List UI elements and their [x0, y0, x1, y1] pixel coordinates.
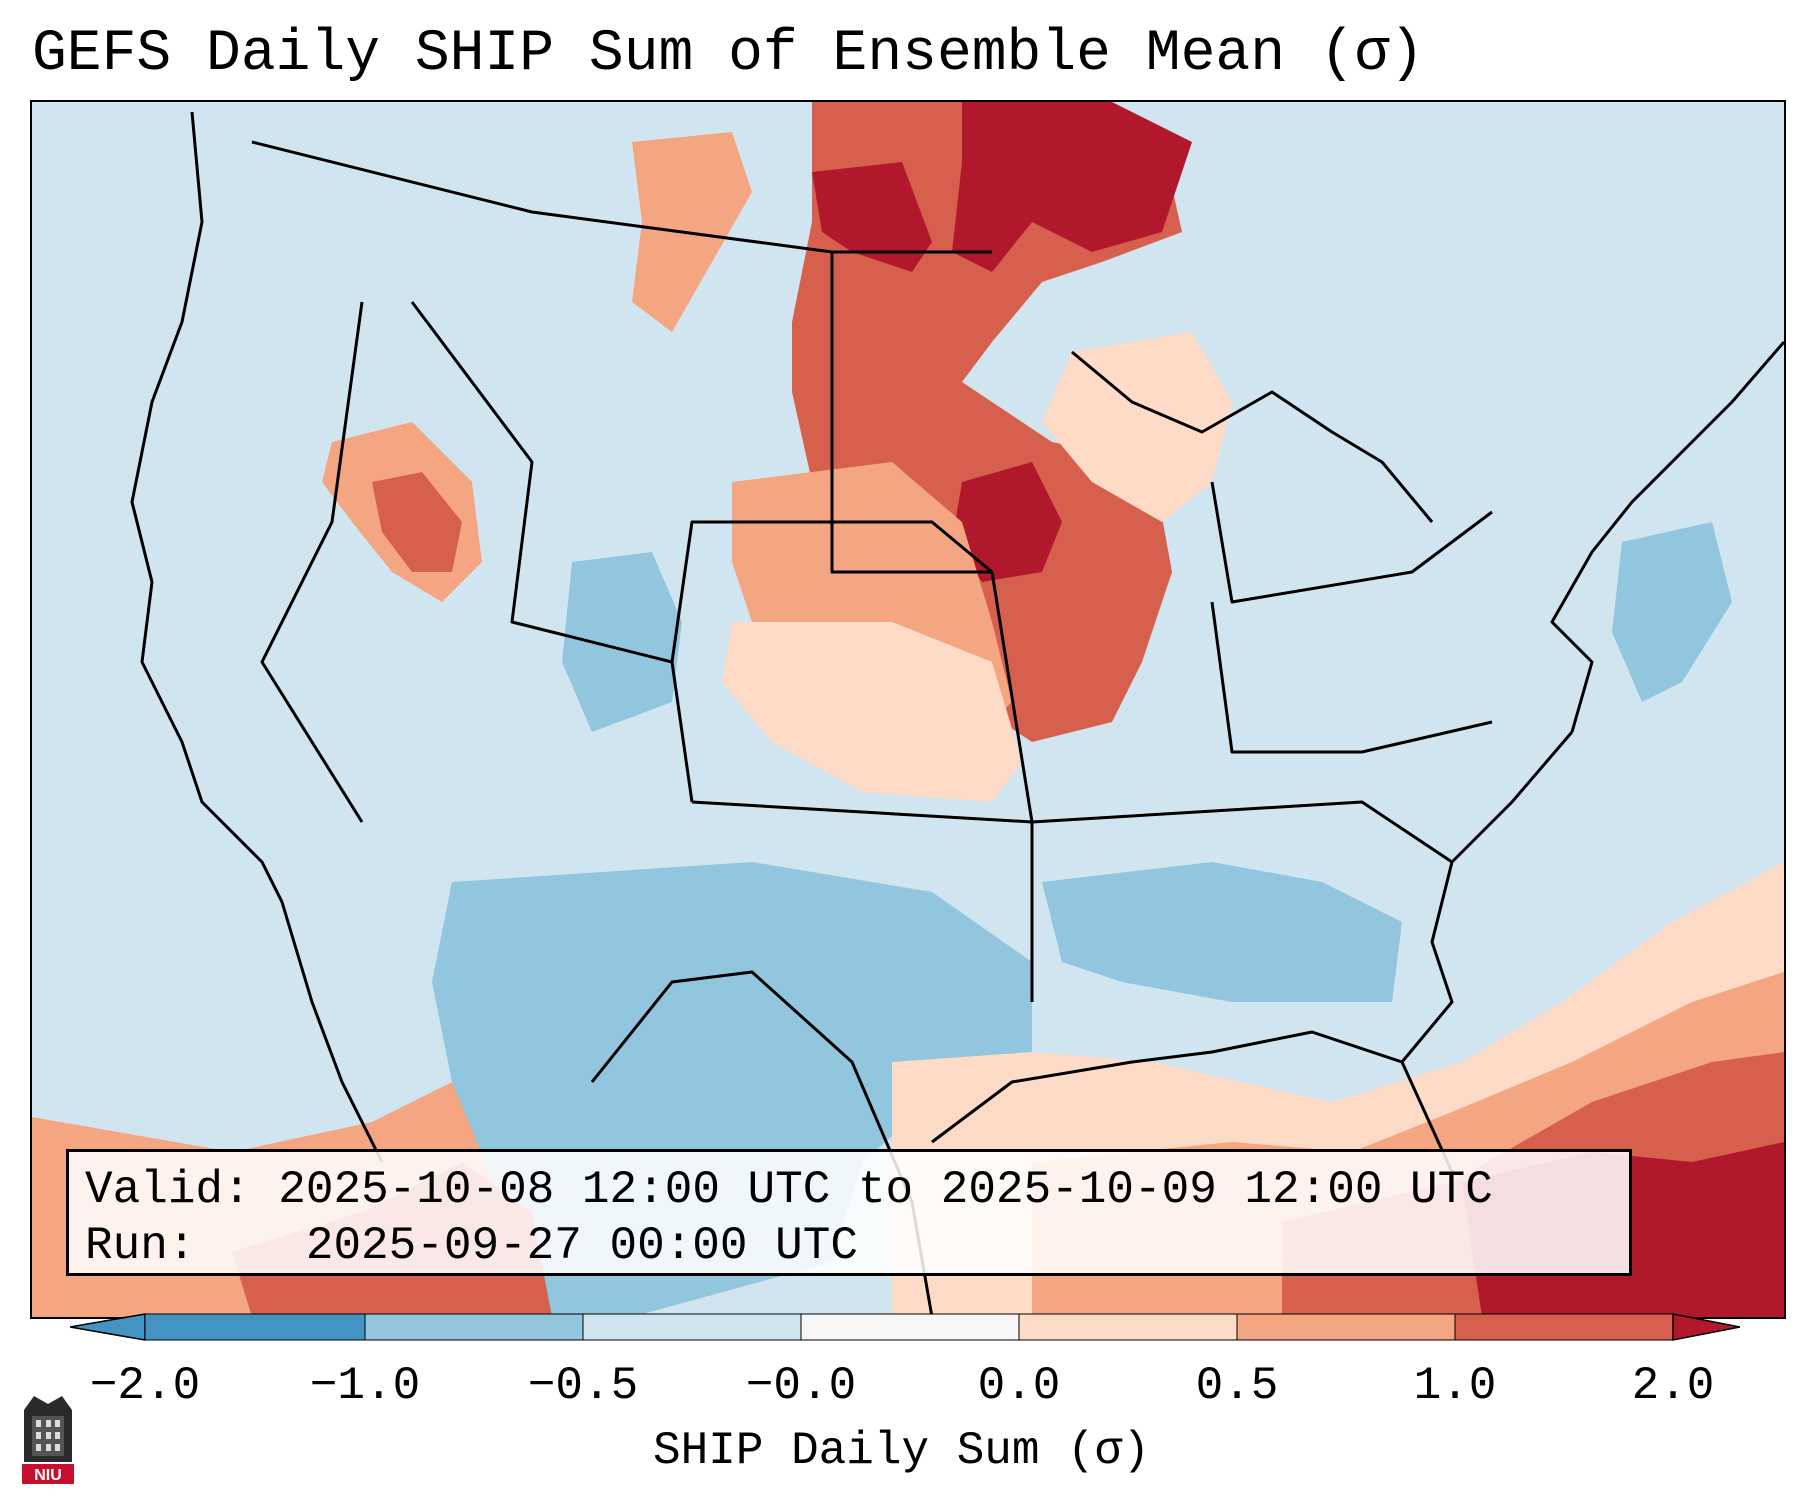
valid-label: Valid:: [85, 1164, 251, 1216]
state-line-5: [990, 571, 1453, 864]
florida: [1400, 731, 1574, 1063]
anomaly-max-minnesota: [812, 162, 932, 272]
anomaly-negative-colorado: [562, 552, 682, 732]
colorbar-tick: −0.5: [527, 1360, 639, 1412]
run-line: Run: 2025-09-27 00:00 UTC: [85, 1218, 1613, 1274]
state-line-2: [410, 301, 694, 803]
great-lakes: [1071, 350, 1434, 523]
colorbar-bin-4: [800, 1313, 1020, 1341]
map-panel: [30, 100, 1786, 1319]
map-canvas: [32, 102, 1784, 1317]
colorbar-bin-1: [144, 1313, 366, 1341]
anomaly-negative-southeast: [1042, 862, 1402, 1002]
boundary-lines: [130, 111, 1784, 1317]
colorbar-tick: −0.0: [745, 1360, 857, 1412]
niu-logo: NIU: [22, 1396, 74, 1484]
colorbar-tick: −2.0: [89, 1360, 201, 1412]
anomaly-max-north: [952, 102, 1192, 272]
colorbar-extend-high: [1672, 1313, 1740, 1341]
valid-value: 2025-10-08 12:00 UTC to 2025-10-09 12:00…: [278, 1164, 1493, 1216]
baja-coast: [280, 901, 384, 1163]
anomaly-max-iowa: [952, 462, 1062, 582]
colorbar-extend-low: [70, 1313, 146, 1341]
anomaly-light-kansas: [722, 622, 1022, 802]
anomaly-field: [32, 102, 1784, 1317]
colorbar-tick: 1.0: [1413, 1360, 1497, 1412]
colorbar-title: SHIP Daily Sum (σ): [653, 1425, 1150, 1477]
colorbar-bin-7: [1454, 1313, 1674, 1341]
chart-title: GEFS Daily SHIP Sum of Ensemble Mean (σ): [32, 22, 1425, 87]
colorbar-tick: 2.0: [1631, 1360, 1715, 1412]
valid-run-box: Valid: 2025-10-08 12:00 UTC to 2025-10-0…: [66, 1149, 1632, 1276]
state-line-6: [1210, 601, 1493, 754]
run-value: 2025-09-27 00:00 UTC: [305, 1220, 858, 1272]
state-line-8: [1210, 481, 1493, 604]
colorbar-bin-5: [1018, 1313, 1238, 1341]
colorbar: [70, 1313, 1740, 1341]
canada-border: [251, 140, 992, 254]
colorbar-bin-6: [1236, 1313, 1456, 1341]
us-west-coast: [130, 111, 284, 903]
state-line-1: [260, 301, 364, 823]
valid-line: Valid: 2025-10-08 12:00 UTC to 2025-10-0…: [85, 1162, 1613, 1218]
anomaly-light-great-lakes: [1042, 332, 1232, 522]
colorbar-bin-2: [364, 1313, 584, 1341]
colorbar-tick: 0.5: [1195, 1360, 1279, 1412]
colorbar-bin-3: [582, 1313, 802, 1341]
run-label: Run:: [85, 1220, 196, 1272]
colorbar-tick: 0.0: [977, 1360, 1061, 1412]
colorbar-tick: −1.0: [309, 1360, 421, 1412]
state-line-7: [670, 520, 993, 663]
logo-text: NIU: [34, 1467, 62, 1484]
anomaly-negative-atlantic: [1612, 522, 1732, 702]
state-line-4: [830, 252, 992, 574]
atlantic-coast: [1550, 341, 1784, 733]
anomaly-max-idaho: [372, 472, 462, 572]
